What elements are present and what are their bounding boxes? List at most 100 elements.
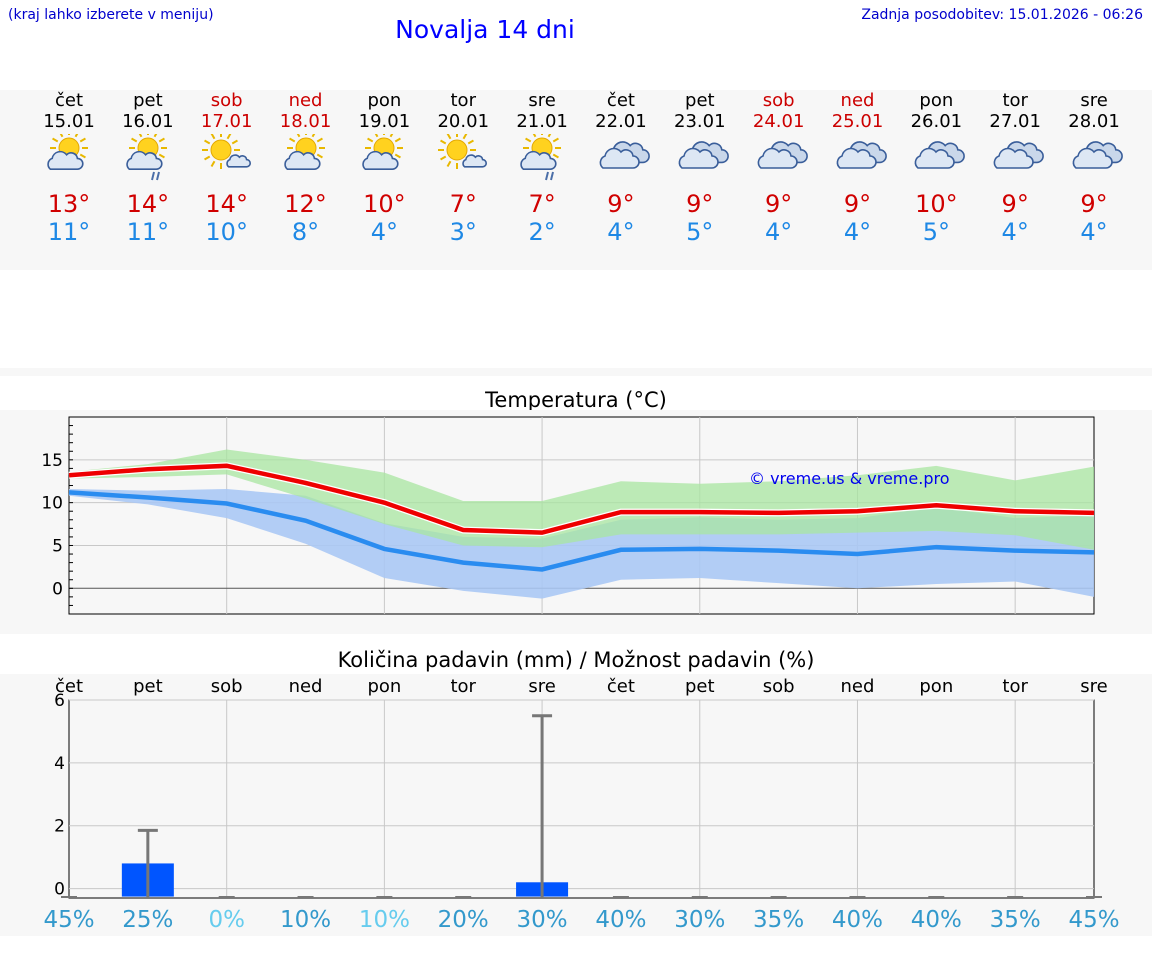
watermark: © vreme.us & vreme.pro (749, 469, 950, 488)
precip-probability: 40% (595, 907, 646, 933)
y-tick-label: 10 (41, 494, 63, 514)
y-tick-label: 0 (54, 880, 65, 900)
y-tick-label: 2 (54, 817, 65, 837)
temp-max: 9° (686, 190, 714, 218)
precip-chart-title: Količina padavin (mm) / Možnost padavin … (337, 648, 815, 672)
y-tick-label: 6 (54, 691, 65, 711)
day-name: pet (685, 90, 715, 111)
day-column: sob 24.01 9° 4° (739, 90, 819, 246)
day-column: čet 15.01 13° 11° (29, 90, 109, 246)
temp-min: 4° (765, 218, 793, 246)
y-tick-label: 4 (54, 754, 65, 774)
temp-min: 11° (126, 218, 170, 246)
category-label: pon (919, 676, 953, 697)
temp-min: 4° (1080, 218, 1108, 246)
temperature-chart: 0 5 10 15 © vreme.us & vreme.pro (41, 416, 1095, 615)
cloudy-icon (757, 141, 808, 169)
temp-max: 14° (126, 190, 170, 218)
precip-probability: 45% (1068, 907, 1119, 933)
day-column: pet 23.01 9° 5° (660, 90, 740, 246)
category-label: pet (685, 676, 715, 697)
max-temp-line (68, 463, 1095, 535)
category-label: tor (1002, 676, 1028, 697)
min-range-band (69, 488, 1094, 599)
day-column: ned 18.01 12° 8° (266, 90, 346, 246)
location-hint: (kraj lahko izberete v meniju) (8, 7, 214, 23)
day-date: 20.01 (437, 111, 490, 132)
temp-min: 11° (47, 218, 91, 246)
day-date: 27.01 (989, 111, 1041, 132)
temp-max: 10° (363, 190, 406, 218)
day-date: 24.01 (752, 111, 805, 132)
category-label: tor (450, 676, 476, 697)
day-name: čet (606, 90, 635, 111)
cloudy-icon (678, 141, 729, 169)
temp-max: 9° (843, 190, 872, 218)
precip-probability: 30% (674, 907, 725, 933)
temp-min: 10° (205, 218, 248, 246)
day-name: ned (840, 90, 875, 111)
temp-min: 5° (686, 218, 714, 246)
category-label: sre (1080, 676, 1107, 697)
temp-max: 13° (47, 190, 91, 218)
temperature-chart-title: Temperatura (°C) (485, 388, 667, 412)
temp-max: 12° (284, 190, 327, 218)
temp-min: 4° (370, 218, 399, 246)
y-tick-label: 5 (52, 536, 63, 556)
category-label: sre (528, 676, 555, 697)
day-date: 26.01 (910, 111, 963, 132)
cloudy-icon (836, 141, 887, 169)
precipitation-chart: čet pet sob ned pon tor sre čet pet sob ned pon tor s… (43, 676, 1119, 933)
partly-cloudy-icon (283, 134, 325, 170)
temp-max: 14° (205, 190, 248, 218)
day-name: sre (528, 90, 556, 111)
temp-min: 8° (291, 218, 320, 246)
sun-small-cloud-icon (201, 134, 251, 169)
precip-probability: 30% (517, 907, 568, 933)
day-name: sre (1080, 90, 1108, 111)
day-column: ned 25.01 9° 4° (818, 90, 898, 246)
category-label: čet (607, 676, 635, 697)
min-temp-line (68, 490, 1095, 572)
cloudy-icon (599, 141, 650, 169)
precip-probability: 35% (753, 907, 804, 933)
cloudy-icon (914, 141, 966, 169)
category-label: sob (211, 676, 243, 697)
day-column: pon 26.01 10° 5° (896, 90, 976, 246)
precip-probability: 10% (359, 907, 410, 933)
temp-min: 4° (607, 218, 635, 246)
page-title: Novalja 14 dni (395, 15, 575, 44)
day-date: 16.01 (122, 111, 174, 132)
precip-probability: 10% (280, 907, 331, 933)
day-column: čet 22.01 9° 4° (581, 90, 661, 246)
last-updated: Zadnja posodobitev: 15.01.2026 - 06:26 (861, 7, 1143, 23)
day-name: sob (762, 90, 795, 111)
day-column: tor 20.01 7° 3° (423, 90, 503, 246)
day-column: pet 16.01 14° 11° (108, 90, 188, 246)
day-name: ned (288, 90, 323, 111)
category-label: ned (841, 676, 875, 697)
category-label: čet (55, 676, 83, 697)
day-name: pon (919, 90, 954, 111)
day-date: 15.01 (43, 111, 95, 132)
max-range-band (69, 449, 1094, 550)
precip-probability: 25% (122, 907, 173, 933)
cloudy-icon (993, 141, 1045, 169)
precip-probability: 40% (911, 907, 962, 933)
temp-min: 2° (528, 218, 556, 246)
precip-probability: 35% (990, 907, 1041, 933)
category-label: ned (289, 676, 323, 697)
day-name: sob (210, 90, 243, 111)
category-label: pet (133, 676, 163, 697)
temp-min: 4° (1001, 218, 1029, 246)
separator-band (0, 368, 1152, 376)
day-date: 23.01 (674, 111, 726, 132)
day-date: 21.01 (516, 111, 568, 132)
temp-max: 10° (915, 190, 958, 218)
cloudy-icon (1072, 141, 1123, 169)
temp-min: 4° (843, 218, 872, 246)
y-tick-label: 0 (52, 579, 63, 599)
day-date: 18.01 (279, 111, 332, 132)
day-date: 19.01 (358, 111, 411, 132)
day-name: pon (367, 90, 402, 111)
